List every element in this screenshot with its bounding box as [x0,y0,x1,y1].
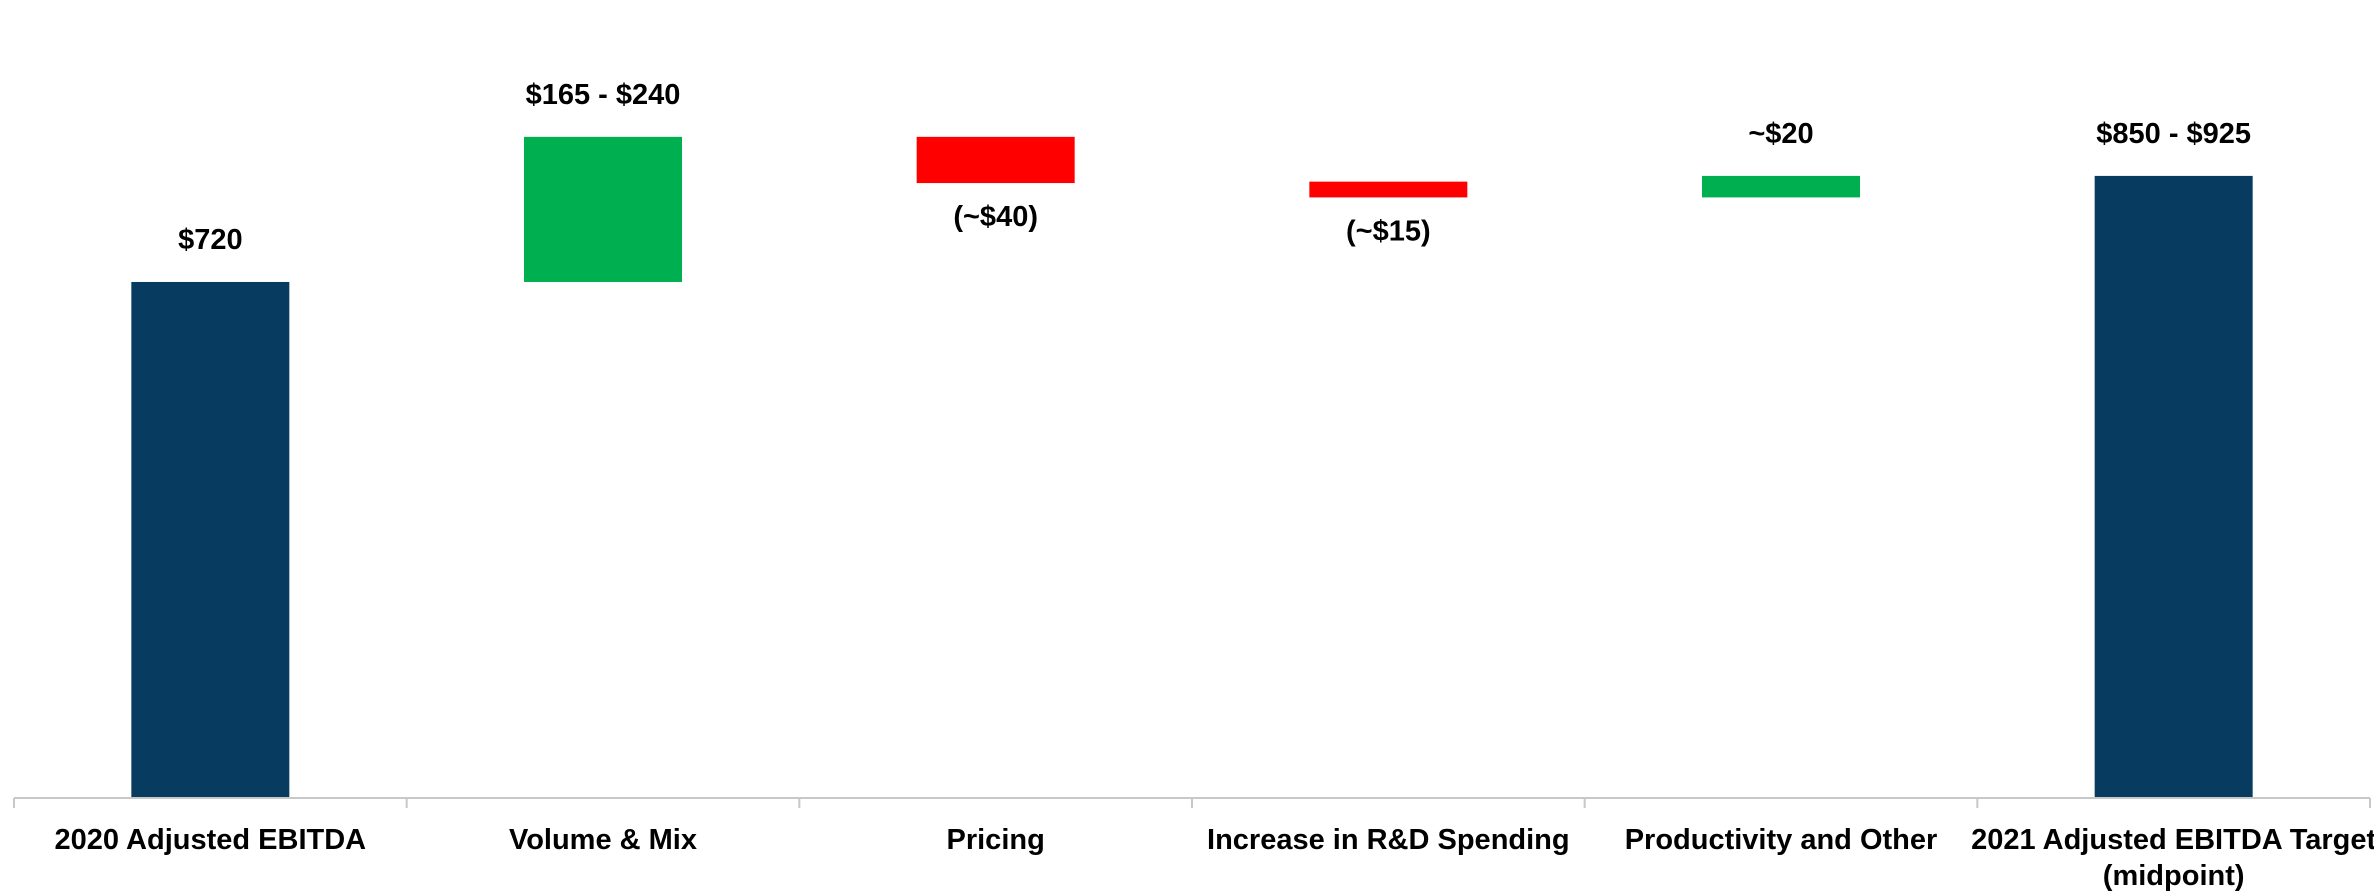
data-label: (~$40) [953,201,1038,233]
data-label: $850 - $925 [2096,118,2251,150]
category-label: Productivity and Other [1625,824,1938,856]
data-labels-group: $720 $165 - $240 (~$40) (~$15) ~$20 $850 - $9… [178,79,2251,256]
bar-increase [524,136,682,282]
bars-group [131,136,2253,798]
category-label: Volume & Mix [509,824,697,856]
bar-total [2094,175,2253,798]
category-label: Increase in R&D Spending [1207,824,1570,856]
data-label: $165 - $240 [526,79,681,111]
category-label: (midpoint) [2103,860,2245,892]
bar-total [131,281,290,798]
category-labels-group: 2020 Adjusted EBITDA Volume & Mix Pricing I… [55,824,2374,892]
bar-increase [1702,175,1860,198]
bar-decrease [1309,181,1468,198]
bar-decrease [916,136,1075,184]
data-label: ~$20 [1748,118,1813,150]
x-axis [13,797,2371,808]
category-label: 2020 Adjusted EBITDA [55,824,367,856]
data-label: $720 [178,224,243,256]
category-label: Pricing [947,824,1045,856]
data-label: (~$15) [1346,215,1431,247]
category-label: 2021 Adjusted EBITDA Target [1971,824,2374,856]
